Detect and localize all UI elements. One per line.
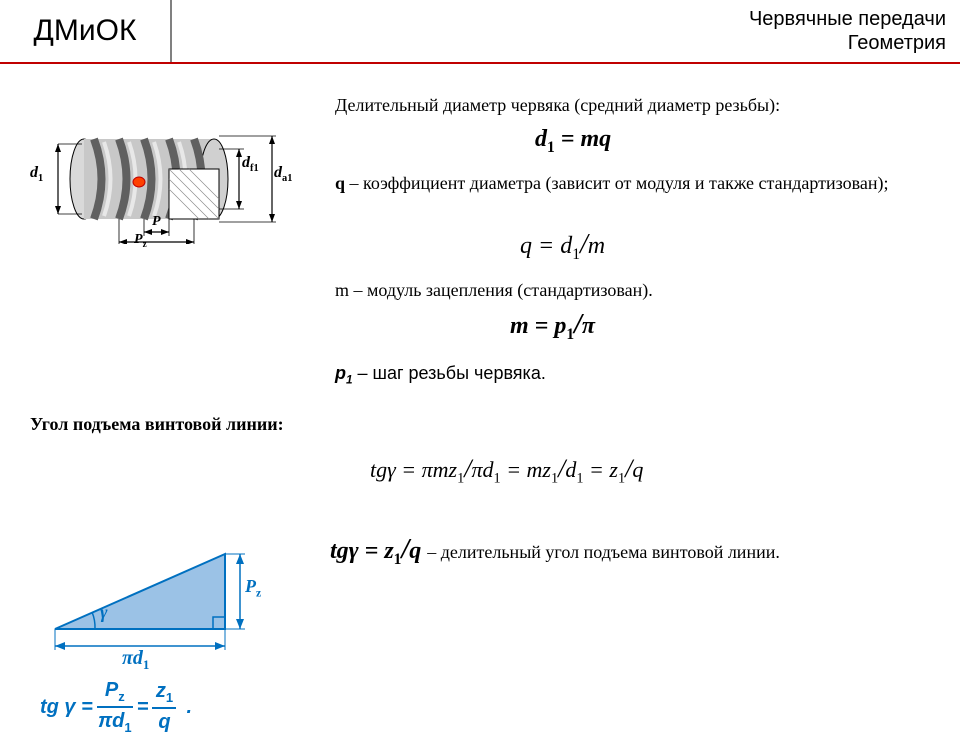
desc-q: q – коэффициент диаметра (зависит от мод… [335,172,935,195]
worm-label-d1: d1 [30,164,43,184]
formula-q-d1-m: q = d1/m [520,229,605,264]
tri-formula-tg: tg γ = Pz πd1 = z1 q . [40,679,192,735]
formula-m-p1-pi: m = p1/π [510,309,595,344]
header-left-box: ДМиОК [0,0,172,62]
topic-line-2: Геометрия [848,31,946,55]
helix-heading: Угол подъема винтовой линии: [30,414,284,435]
header-right-box: Червячные передачи Геометрия [172,0,960,62]
worm-label-pz: Pz [134,232,147,249]
tri-gamma: γ [100,602,108,623]
slide-header: ДМиОК Червячные передачи Геометрия [0,0,960,64]
desc-d1: Делительный диаметр червяка (средний диа… [335,94,915,117]
desc-p1: p1 – шаг резьбы червяка. [335,362,546,388]
worm-label-da1: da1 [274,164,292,184]
formula-tg-long: tgγ = πmz1/πd1 = mz1/d1 = z1/q [370,454,643,487]
tri-pz: Pz [245,576,261,600]
slide-content: d1 df1 da1 P Pz Делительный диаметр черв… [0,64,960,720]
worm-figure: d1 df1 da1 P Pz [24,114,294,244]
triangle-figure: γ Pz πd1 tg γ = Pz πd1 = z1 q . [40,534,260,734]
worm-label-p: P [152,214,161,230]
formula-d1-mq: d1 = mq [535,126,611,157]
tri-pid1: πd1 [122,647,149,673]
desc-m: m – модуль зацепления (стандартизован). [335,279,915,302]
formula-tg-final: tgγ = z1/q [330,538,427,564]
formula-tg-final-row: tgγ = z1/q – делительный угол подъема ви… [330,534,780,569]
worm-label-df1: df1 [242,154,259,174]
course-code: ДМиОК [34,14,137,48]
topic-line-1: Червячные передачи [749,7,946,31]
desc-final: – делительный угол подъема винтовой лини… [427,542,780,562]
